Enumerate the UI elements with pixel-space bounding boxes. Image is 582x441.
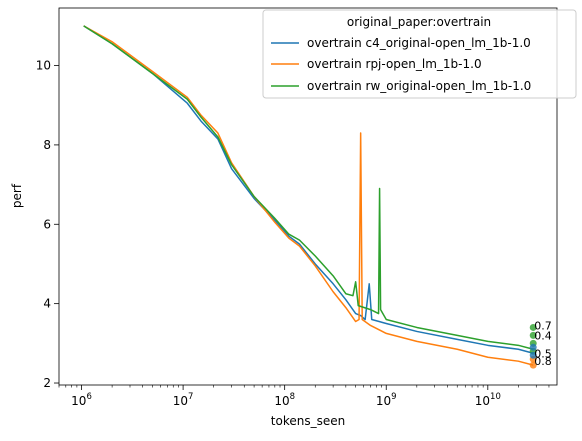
y-tick-label-3: 8 (43, 138, 51, 152)
series-line-0 (83, 25, 534, 354)
end-marker-0 (529, 323, 537, 331)
marker-layer (529, 323, 537, 369)
annotation-layer: 0.70.4 0.50.8 (534, 319, 552, 368)
end-marker-7 (529, 351, 537, 359)
x-axis-label: tokens_seen (271, 414, 345, 428)
x-tick-label-1: 107 (173, 392, 194, 408)
series-layer (83, 25, 534, 366)
y-tick-label-1: 4 (43, 297, 51, 311)
y-tick-label-2: 6 (43, 217, 51, 231)
legend-title: original_paper:overtrain (347, 15, 491, 29)
annotation-label-3: 0.8 (534, 355, 552, 368)
y-axis: 2 4 6 8 10 (36, 59, 59, 390)
x-tick-label-2: 108 (274, 392, 295, 408)
x-tick-label-0: 106 (71, 392, 92, 408)
legend: original_paper:overtrain overtrain c4_or… (262, 9, 577, 99)
x-axis: 106 107 108 109 1010 (58, 385, 550, 408)
y-tick-label-4: 10 (36, 59, 51, 73)
plot-frame (58, 7, 558, 386)
y-tick-label-0: 2 (43, 376, 51, 390)
y-axis-label: perf (10, 183, 24, 208)
legend-entry-rw: overtrain rw_original-open_lm_1b-1.0 (307, 79, 531, 93)
end-marker-5 (529, 361, 537, 369)
annotation-label-1: 0.4 (534, 329, 552, 342)
x-tick-label-3: 109 (376, 392, 397, 408)
annotation-label-2: 0.5 (534, 347, 552, 360)
end-marker-6 (529, 343, 537, 351)
annotation-label-0: 0.7 (534, 319, 552, 332)
series-line-2 (83, 25, 534, 351)
legend-frame (262, 9, 577, 99)
x-tick-label-4: 1010 (475, 392, 501, 408)
series-line-1 (83, 25, 534, 366)
legend-entry-rpj: overtrain rpj-open_lm_1b-1.0 (307, 57, 482, 71)
end-marker-1 (529, 331, 537, 339)
legend-entry-c4: overtrain c4_original-open_lm_1b-1.0 (307, 36, 531, 50)
